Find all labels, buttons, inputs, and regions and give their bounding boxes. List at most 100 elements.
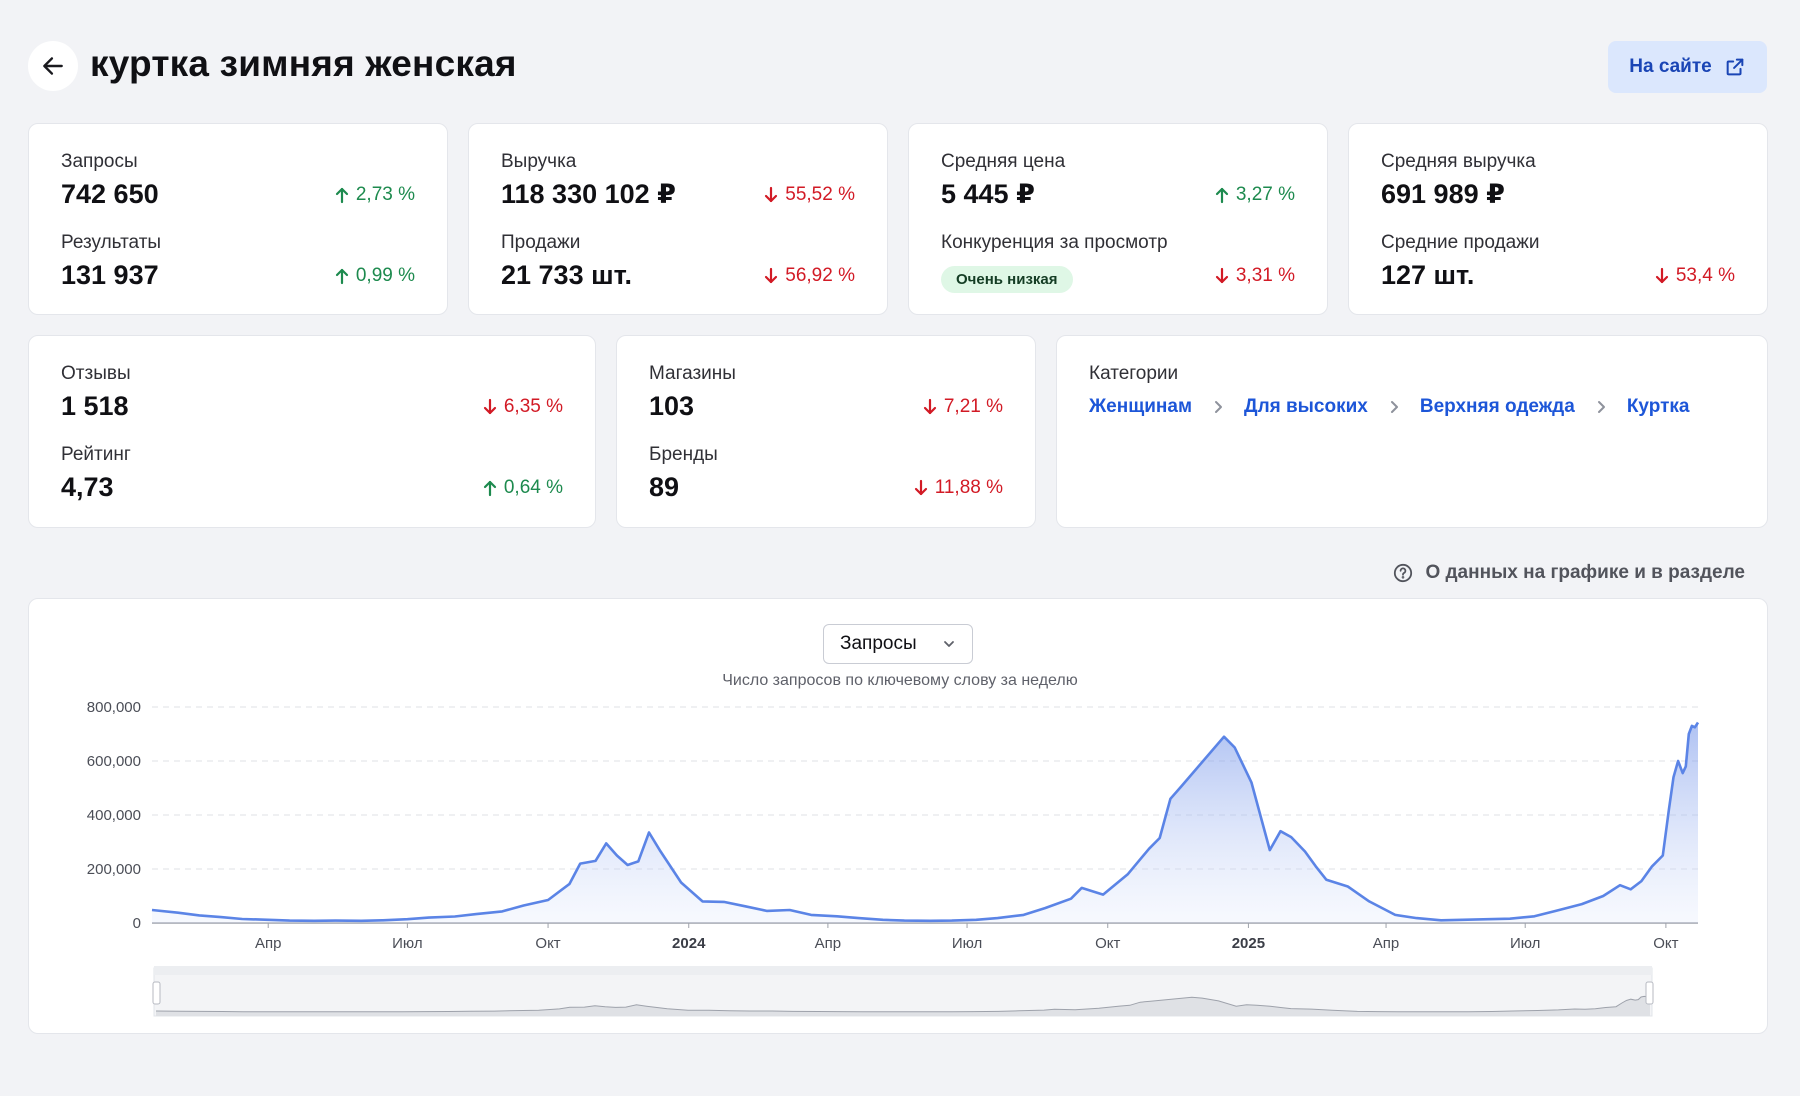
metric-delta-value: 0,99 % — [355, 265, 415, 286]
metric-value: 131 937 — [61, 260, 159, 290]
chevron-right-icon — [1595, 400, 1607, 414]
breadcrumb-item-outerwear[interactable]: Верхняя одежда — [1419, 396, 1575, 417]
metric-delta-value: 3,31 % — [1235, 265, 1295, 286]
metric-label: Средние продажи — [1381, 232, 1540, 253]
card-reviews: Отзывы 1 518 6,35 % Рейтинг 4,73 0,64 % — [28, 335, 596, 528]
metric-label: Рейтинг — [61, 444, 131, 465]
metric-sales: Продажи 21 733 шт. 56,92 % — [501, 232, 855, 290]
arrow-down-icon — [1655, 267, 1668, 284]
metric-avg-revenue: Средняя выручка 691 989 ₽ — [1381, 151, 1735, 209]
metric-requests: Запросы 742 650 2,73 % — [61, 151, 415, 209]
breadcrumb-item-jacket[interactable]: Куртка — [1626, 396, 1690, 417]
metric-value: 118 330 102 ₽ — [501, 179, 676, 209]
breadcrumb-item-women[interactable]: Женщинам — [1089, 396, 1193, 417]
metric-value: 5 445 ₽ — [941, 179, 1035, 209]
metric-delta: 0,99 % — [334, 265, 415, 287]
metric-delta: 53,4 % — [1654, 265, 1735, 287]
metric-avg-sales: Средние продажи 127 шт. 53,4 % — [1381, 232, 1735, 290]
metric-delta: 0,64 % — [482, 477, 563, 499]
arrow-down-icon — [914, 479, 927, 496]
metric-brands: Бренды 89 11,88 % — [649, 444, 1003, 502]
metric-rating: Рейтинг 4,73 0,64 % — [61, 444, 563, 502]
metric-selector[interactable]: Запросы — [823, 624, 973, 664]
metric-value: 4,73 — [61, 472, 114, 502]
metric-value: 1 518 — [61, 391, 129, 421]
chevron-right-icon — [1388, 400, 1400, 414]
metric-value: 21 733 шт. — [501, 260, 632, 290]
card-requests: Запросы 742 650 2,73 % Результаты 131 93… — [28, 123, 448, 315]
question-circle-icon — [1394, 563, 1413, 583]
arrow-down-icon — [1215, 267, 1228, 284]
metric-delta-value: 0,64 % — [503, 477, 563, 498]
arrow-down-icon — [923, 398, 936, 415]
card-avg-price: Средняя цена 5 445 ₽ 3,27 % Конкуренция … — [908, 123, 1328, 315]
chart-subtitle: Число запросов по ключевому слову за нед… — [722, 672, 1078, 689]
metric-delta: 3,27 % — [1214, 184, 1295, 206]
category-breadcrumb: Женщинам Для высоких Верхняя одежда Курт… — [1089, 396, 1689, 418]
metric-delta-value: 2,73 % — [355, 184, 415, 205]
arrow-down-icon — [765, 186, 778, 203]
metric-label: Отзывы — [61, 363, 131, 384]
metric-label: Конкуренция за просмотр — [941, 232, 1168, 253]
breadcrumb-item-tall[interactable]: Для высоких — [1244, 396, 1368, 417]
metric-selector-value: Запросы — [840, 633, 917, 654]
metric-label: Средняя цена — [941, 151, 1066, 172]
arrow-up-icon — [335, 268, 348, 285]
categories-block: Категории — [1089, 363, 1735, 393]
metric-delta-value: 53,4 % — [1675, 265, 1735, 286]
metric-label: Выручка — [501, 151, 577, 172]
metric-avg-price: Средняя цена 5 445 ₽ 3,27 % — [941, 151, 1295, 209]
metric-delta-value: 11,88 % — [934, 477, 1003, 498]
arrow-up-icon — [483, 480, 496, 497]
metric-delta: 6,35 % — [482, 396, 563, 418]
categories-label: Категории — [1089, 363, 1179, 384]
metric-delta: 56,92 % — [763, 265, 855, 287]
metric-label: Запросы — [61, 151, 138, 172]
metric-value: 742 650 — [61, 179, 159, 209]
metric-value: 89 — [649, 472, 680, 502]
arrow-down-icon — [483, 398, 496, 415]
open-on-site-button[interactable]: На сайте — [1608, 41, 1767, 93]
metric-delta: 55,52 % — [763, 184, 855, 206]
open-on-site-label: На сайте — [1629, 56, 1712, 77]
card-categories: Категории Женщинам Для высоких Верхняя о… — [1056, 335, 1768, 528]
metric-reviews: Отзывы 1 518 6,35 % — [61, 363, 563, 421]
metric-label: Бренды — [649, 444, 718, 465]
metric-value: 691 989 ₽ — [1381, 179, 1505, 209]
metric-value: 127 шт. — [1381, 260, 1475, 290]
card-stores: Магазины 103 7,21 % Бренды 89 11,88 % — [616, 335, 1036, 528]
arrow-down-icon — [765, 267, 778, 284]
arrow-up-icon — [335, 187, 348, 204]
chevron-down-icon — [944, 641, 954, 647]
metric-label: Результаты — [61, 232, 162, 253]
metric-competition: Конкуренция за просмотр Очень низкая 3,3… — [941, 232, 1295, 293]
metric-revenue: Выручка 118 330 102 ₽ 55,52 % — [501, 151, 855, 209]
chevron-right-icon — [1212, 400, 1224, 414]
back-button[interactable] — [28, 41, 78, 91]
metric-delta-value: 56,92 % — [785, 265, 855, 286]
arrow-left-icon — [43, 57, 63, 75]
metric-delta: 3,31 % — [1214, 265, 1295, 287]
page-header: куртка зимняя женская На сайте — [28, 40, 1767, 94]
metric-results: Результаты 131 937 0,99 % — [61, 232, 415, 290]
arrow-up-icon — [1215, 187, 1228, 204]
card-avg-revenue: Средняя выручка 691 989 ₽ Средние продаж… — [1348, 123, 1768, 315]
chart-info-label: О данных на графике и в разделе — [1425, 562, 1745, 583]
metric-delta-value: 6,35 % — [503, 396, 563, 417]
metric-label: Продажи — [501, 232, 581, 253]
metric-delta-value: 3,27 % — [1235, 184, 1295, 205]
metric-label: Средняя выручка — [1381, 151, 1536, 172]
metric-delta-value: 7,21 % — [943, 396, 1003, 417]
metric-stores: Магазины 103 7,21 % — [649, 363, 1003, 421]
page-title: куртка зимняя женская — [90, 43, 517, 84]
metric-delta-value: 55,52 % — [785, 184, 855, 205]
competition-badge: Очень низкая — [941, 266, 1073, 293]
metric-label: Магазины — [649, 363, 736, 384]
external-link-icon — [1726, 58, 1744, 76]
metric-delta: 2,73 % — [334, 184, 415, 206]
metric-delta: 7,21 % — [922, 396, 1003, 418]
card-revenue: Выручка 118 330 102 ₽ 55,52 % Продажи 21… — [468, 123, 888, 315]
metric-value: 103 — [649, 391, 695, 421]
metric-delta: 11,88 % — [913, 477, 1003, 499]
chart-info-link[interactable]: О данных на графике и в разделе — [1393, 562, 1745, 584]
